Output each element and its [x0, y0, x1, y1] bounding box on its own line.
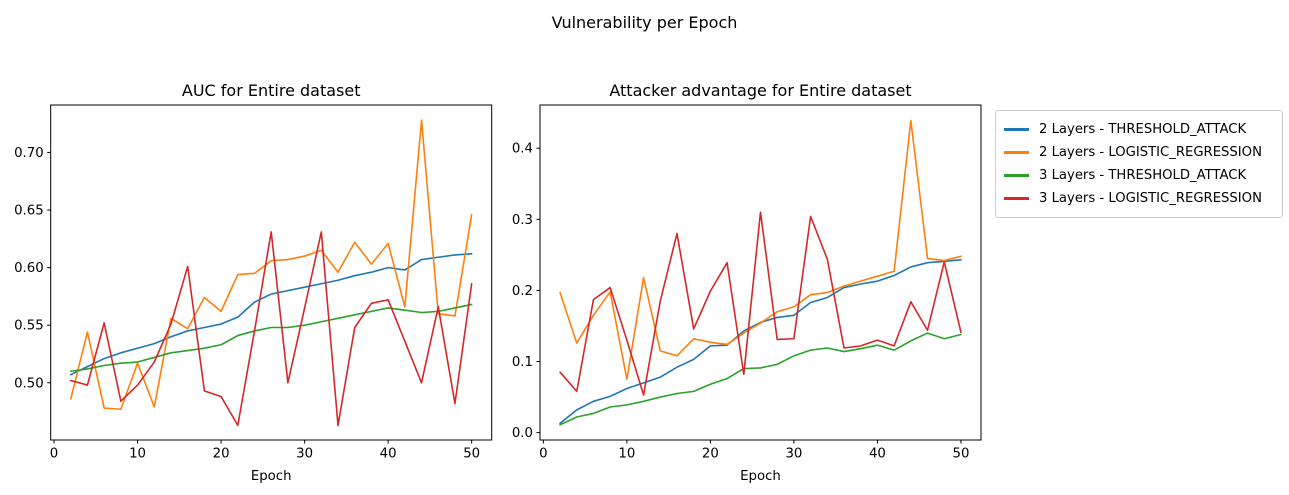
y-tick-label: 0.3 — [512, 213, 533, 228]
y-tick-label: 0.1 — [512, 355, 533, 370]
legend-label: 2 Layers - LOGISTIC_REGRESSION — [1039, 145, 1262, 160]
y-ticks: 0.0 0.1 0.2 0.3 0.4 — [512, 142, 540, 441]
x-tick-label: 40 — [869, 447, 886, 462]
series-line-2-layers-threshold-attack — [69, 252, 473, 376]
series-line-3-layers-threshold-attack — [69, 303, 473, 373]
x-ticks: 0 10 20 30 40 50 — [539, 440, 969, 462]
chart-title: Attacker advantage for Entire dataset — [609, 81, 911, 100]
legend-line-swatch — [1004, 197, 1029, 200]
y-tick-label: 0.2 — [512, 284, 533, 299]
x-tick-label: 50 — [952, 447, 969, 462]
chart-attacker-advantage-for-entire-dataset: Attacker advantage for Entire dataset Epo… — [512, 81, 982, 484]
x-tick-label: 10 — [618, 447, 635, 462]
chart-auc-for-entire-dataset: AUC for Entire dataset Epoch 0 10 20 30 40 50 0.… — [14, 81, 493, 484]
x-tick-label: 10 — [129, 447, 146, 462]
legend-item-2layers-threshold-attack: 2 Layers - THRESHOLD_ATTACK — [1004, 118, 1274, 141]
x-tick-label: 0 — [50, 447, 58, 462]
legend-line-swatch — [1004, 128, 1029, 131]
axes-frame — [50, 104, 493, 441]
y-tick-label: 0.55 — [14, 319, 44, 334]
figure-suptitle: Vulnerability per Epoch — [552, 13, 738, 32]
x-ticks: 0 10 20 30 40 50 — [50, 440, 480, 462]
x-tick-label: 40 — [380, 447, 397, 462]
series-line-3-layers-threshold-attack — [559, 332, 962, 426]
legend-label: 3 Layers - THRESHOLD_ATTACK — [1039, 168, 1247, 183]
legend-line-swatch — [1004, 151, 1029, 154]
x-tick-label: 0 — [539, 447, 547, 462]
y-tick-label: 0.4 — [512, 142, 533, 157]
series-line-3-layers-logistic-regression — [559, 211, 962, 396]
y-tick-label: 0.65 — [14, 204, 44, 219]
legend-item-3layers-logistic-regression: 3 Layers - LOGISTIC_REGRESSION — [1004, 187, 1274, 210]
axes-frame — [539, 104, 982, 441]
legend-label: 3 Layers - LOGISTIC_REGRESSION — [1039, 191, 1262, 206]
x-tick-label: 50 — [463, 447, 480, 462]
legend-item-2layers-logistic-regression: 2 Layers - LOGISTIC_REGRESSION — [1004, 141, 1274, 164]
y-tick-label: 0.60 — [14, 261, 44, 276]
x-tick-label: 30 — [785, 447, 802, 462]
series-line-3-layers-logistic-regression — [69, 231, 473, 427]
x-tick-label: 20 — [213, 447, 230, 462]
y-ticks: 0.50 0.55 0.60 0.65 0.70 — [14, 146, 51, 391]
legend: 2 Layers - THRESHOLD_ATTACK 2 Layers - L… — [995, 110, 1283, 218]
series-line-2-layers-logistic-regression — [69, 119, 473, 411]
x-tick-label: 30 — [296, 447, 313, 462]
series-line-2-layers-logistic-regression — [559, 119, 962, 381]
y-tick-label: 0.0 — [512, 426, 533, 441]
y-tick-label: 0.70 — [14, 146, 44, 161]
chart-title: AUC for Entire dataset — [182, 81, 361, 100]
x-axis-label: Epoch — [740, 469, 781, 484]
legend-label: 2 Layers - THRESHOLD_ATTACK — [1039, 122, 1247, 137]
x-axis-label: Epoch — [251, 469, 292, 484]
legend-line-swatch — [1004, 174, 1029, 177]
legend-item-3layers-threshold-attack: 3 Layers - THRESHOLD_ATTACK — [1004, 164, 1274, 187]
x-tick-label: 20 — [702, 447, 719, 462]
y-tick-label: 0.50 — [14, 376, 44, 391]
